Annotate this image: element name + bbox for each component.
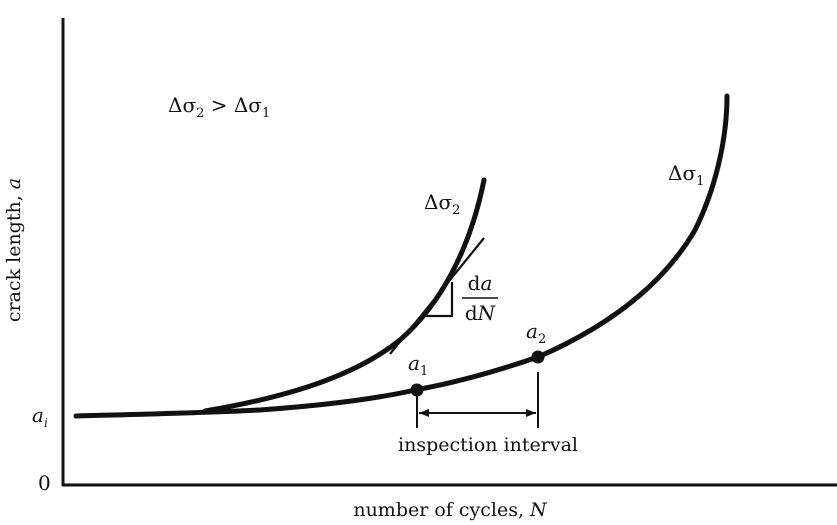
point-label-a1: a1 [408,351,428,379]
y-tick-ai: ai [32,403,48,430]
point-a2 [531,350,545,364]
interval-arrowhead-right [526,409,536,417]
slope-numerator: da [468,271,493,295]
interval-arrowhead-left [419,409,429,417]
series-label-delta-sigma-1: Δσ1 [668,161,704,189]
y-tick-zero: 0 [38,471,51,495]
y-axis-label: crack length, a [3,178,25,322]
point-label-a2: a2 [526,319,546,347]
series-label-delta-sigma-2: Δσ2 [424,190,460,218]
condition-label: Δσ2 > Δσ1 [168,93,270,121]
curve-delta-sigma-2 [202,177,487,414]
slope-denominator: dN [465,301,497,325]
slope-triangle [423,282,454,318]
tangent-line [389,237,485,355]
x-axis-label: number of cycles, N [353,499,548,521]
inspection-interval-label: inspection interval [398,434,578,456]
curve-delta-sigma-1 [73,93,730,419]
